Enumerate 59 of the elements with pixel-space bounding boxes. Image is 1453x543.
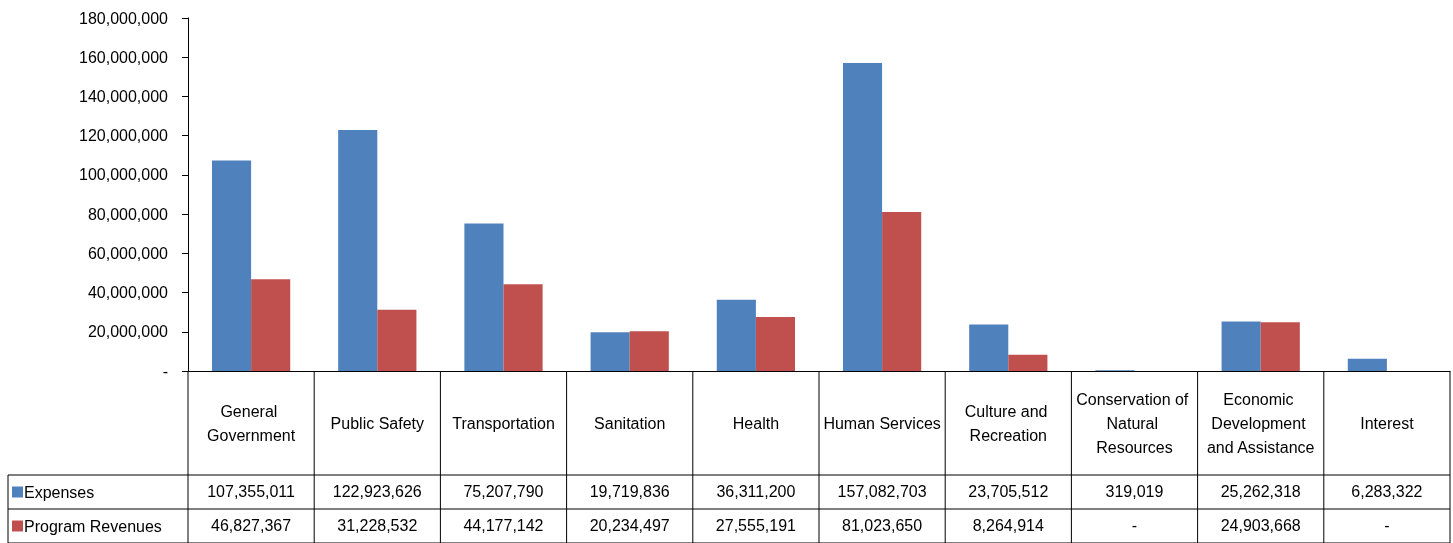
data-label: 81,023,650 <box>841 516 924 536</box>
data-label: 157,082,703 <box>836 482 928 502</box>
y-tick-label: 160,000,000 <box>79 48 169 66</box>
y-tick-label: 140,000,000 <box>79 87 169 105</box>
data-label: 8,264,914 <box>971 516 1045 536</box>
bar <box>969 324 1009 371</box>
x-tick-label: Economic Development and Assistance <box>1206 390 1315 456</box>
bar <box>464 223 504 371</box>
y-tick-label: 80,000,000 <box>87 205 169 223</box>
x-tick-label: Conservation of Natural Resources <box>1076 390 1193 456</box>
bar <box>1260 322 1300 371</box>
bar <box>842 62 883 371</box>
bar <box>338 129 378 371</box>
data-label: 6,283,322 <box>1350 482 1424 502</box>
bar <box>211 160 252 371</box>
x-tick-label: Health <box>732 414 780 432</box>
y-tick-label: 100,000,000 <box>79 166 169 184</box>
bar <box>716 299 756 371</box>
y-tick-label: - <box>162 362 168 380</box>
y-tick-label: 40,000,000 <box>87 284 169 302</box>
data-label: 36,311,200 <box>715 482 797 502</box>
data-label: 46,827,367 <box>210 516 293 536</box>
data-label: 319,019 <box>1104 482 1165 502</box>
x-tick-label: Human Services <box>823 414 941 432</box>
x-tick-label: General Government <box>207 402 296 444</box>
bar <box>755 316 796 371</box>
bar <box>629 331 669 371</box>
data-label: 19,719,836 <box>588 482 671 502</box>
data-label: 75,207,790 <box>462 482 545 502</box>
data-label: 44,177,142 <box>462 516 545 536</box>
legend-label: Expenses <box>24 483 95 501</box>
data-label: 107,355,011 <box>206 482 296 502</box>
data-label: 27,555,191 <box>714 516 797 536</box>
data-label: 31,228,532 <box>336 516 419 536</box>
bar <box>1221 321 1261 371</box>
bar <box>1008 354 1048 371</box>
bar <box>251 279 291 371</box>
data-label: - <box>1130 516 1139 536</box>
y-tick-label: 60,000,000 <box>87 244 169 262</box>
data-label: - <box>1383 516 1391 536</box>
bar <box>1347 358 1387 371</box>
x-tick-label: Transportation <box>452 414 555 432</box>
bar <box>882 212 922 371</box>
x-tick-label: Interest <box>1360 414 1415 432</box>
y-tick-label: 180,000,000 <box>79 9 169 27</box>
y-tick-label: 120,000,000 <box>79 127 169 145</box>
data-label: 20,234,497 <box>588 516 671 536</box>
x-tick-label: Sanitation <box>594 414 666 432</box>
x-tick-label: Public Safety <box>330 414 424 432</box>
y-tick-label: 20,000,000 <box>87 323 169 341</box>
data-label: 23,705,512 <box>967 482 1050 502</box>
data-label: 24,903,668 <box>1219 516 1302 536</box>
x-tick-label: Culture and Recreation <box>964 402 1052 444</box>
data-label: 122,923,626 <box>331 482 423 502</box>
legend-label: Program Revenues <box>24 517 162 535</box>
bar <box>503 284 543 371</box>
data-label: 25,262,318 <box>1219 482 1302 502</box>
bar <box>590 332 630 371</box>
bar <box>377 309 417 371</box>
